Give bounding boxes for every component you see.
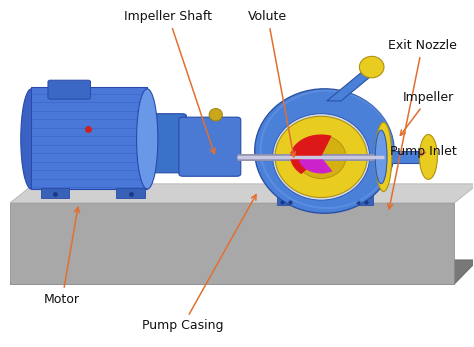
Text: Volute: Volute [248,10,295,157]
Ellipse shape [21,89,42,189]
Text: Impeller Shaft: Impeller Shaft [125,10,215,154]
FancyBboxPatch shape [31,87,147,189]
Ellipse shape [209,109,222,121]
Text: Motor: Motor [44,207,80,306]
FancyBboxPatch shape [353,191,373,205]
Ellipse shape [359,56,384,78]
Text: Pump Casing: Pump Casing [142,195,256,332]
Ellipse shape [273,114,370,200]
Polygon shape [327,70,379,101]
FancyBboxPatch shape [41,188,69,198]
Wedge shape [291,134,332,174]
Polygon shape [10,184,474,203]
Ellipse shape [275,116,367,197]
FancyBboxPatch shape [48,80,91,99]
Ellipse shape [375,130,387,184]
FancyBboxPatch shape [117,188,145,198]
FancyBboxPatch shape [277,191,297,205]
Ellipse shape [419,134,438,179]
Text: Pump Inlet: Pump Inlet [390,145,457,158]
FancyBboxPatch shape [144,114,186,173]
FancyBboxPatch shape [179,117,241,176]
Ellipse shape [296,135,346,178]
Text: Exit Nozzle: Exit Nozzle [388,39,457,209]
Text: Impeller: Impeller [401,91,455,135]
Polygon shape [386,151,426,163]
Polygon shape [10,260,474,284]
Ellipse shape [255,89,394,213]
Ellipse shape [375,122,392,192]
Polygon shape [10,203,455,284]
Ellipse shape [137,89,158,189]
Wedge shape [299,157,332,174]
